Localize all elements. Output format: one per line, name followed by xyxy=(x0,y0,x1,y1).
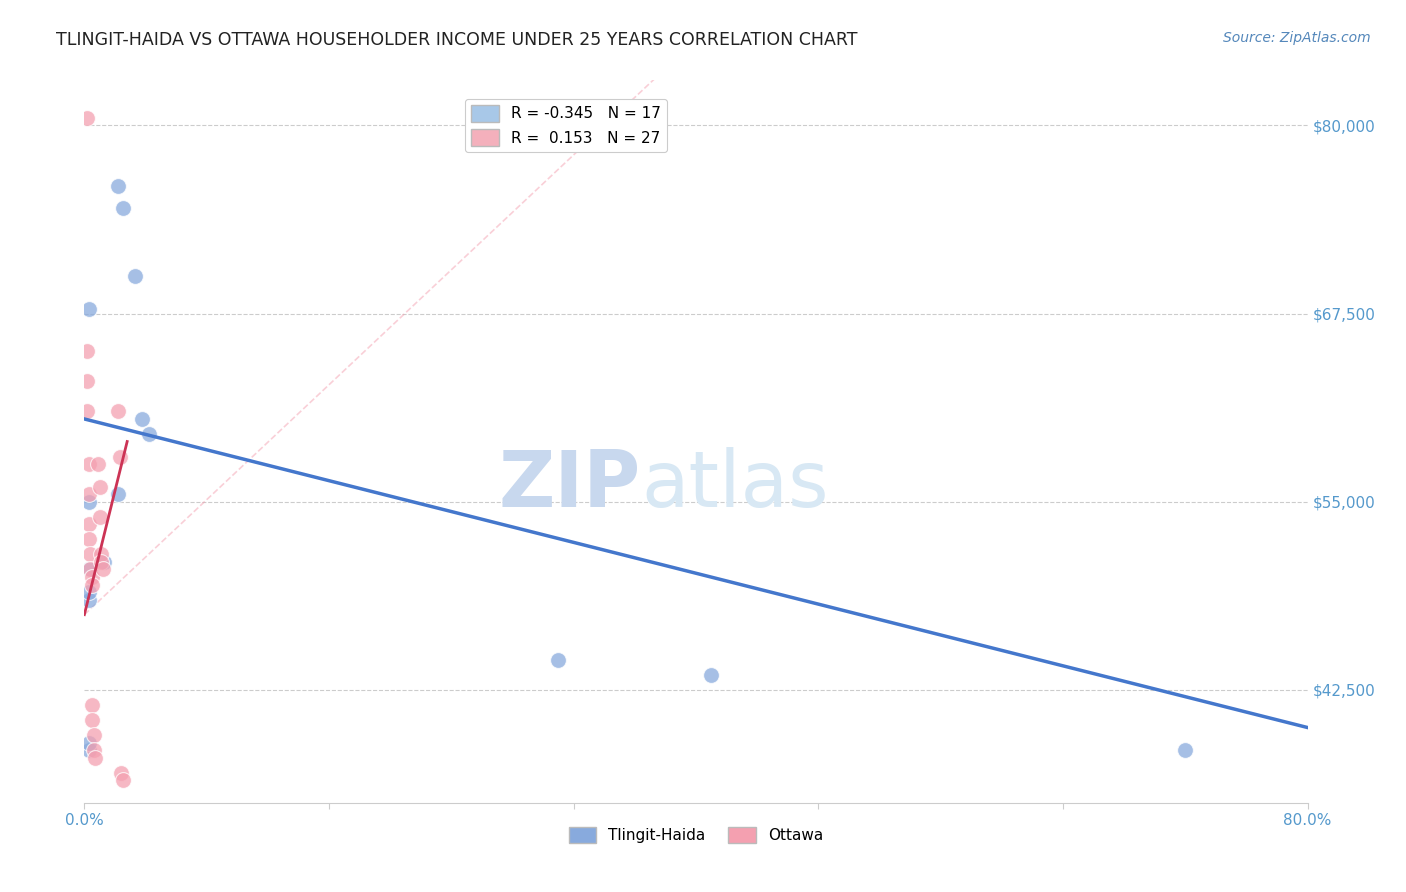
Text: ZIP: ZIP xyxy=(499,447,641,523)
Point xyxy=(83,728,105,742)
Point xyxy=(80,570,103,584)
Point xyxy=(79,562,101,576)
Point xyxy=(111,773,134,788)
Point xyxy=(77,743,100,757)
Point xyxy=(77,533,100,547)
Point xyxy=(1174,743,1197,757)
Text: atlas: atlas xyxy=(641,447,828,523)
Point xyxy=(89,480,111,494)
Point xyxy=(108,450,131,464)
Point xyxy=(77,457,100,471)
Point xyxy=(76,404,98,418)
Point xyxy=(77,736,100,750)
Point xyxy=(107,178,129,193)
Point xyxy=(80,713,103,727)
Point xyxy=(93,555,115,569)
Point xyxy=(77,585,100,599)
Point xyxy=(80,577,103,591)
Point xyxy=(131,412,153,426)
Point xyxy=(547,653,569,667)
Text: TLINGIT-HAIDA VS OTTAWA HOUSEHOLDER INCOME UNDER 25 YEARS CORRELATION CHART: TLINGIT-HAIDA VS OTTAWA HOUSEHOLDER INCO… xyxy=(56,31,858,49)
Text: Source: ZipAtlas.com: Source: ZipAtlas.com xyxy=(1223,31,1371,45)
Point xyxy=(87,457,110,471)
Legend: Tlingit-Haida, Ottawa: Tlingit-Haida, Ottawa xyxy=(562,821,830,849)
Point xyxy=(107,487,129,501)
Point xyxy=(700,668,723,682)
Point xyxy=(138,427,160,442)
Point xyxy=(111,201,134,215)
Point xyxy=(76,344,98,359)
Point xyxy=(89,509,111,524)
Point xyxy=(77,562,100,576)
Point xyxy=(91,562,114,576)
Point xyxy=(107,404,129,418)
Point xyxy=(77,517,100,532)
Point xyxy=(124,268,146,283)
Point xyxy=(79,548,101,562)
Point xyxy=(77,592,100,607)
Point xyxy=(90,555,112,569)
Point xyxy=(84,750,107,764)
Point xyxy=(76,375,98,389)
Point xyxy=(77,301,100,317)
Point xyxy=(77,494,100,508)
Point xyxy=(90,548,112,562)
Point xyxy=(77,487,100,501)
Point xyxy=(110,765,132,780)
Point xyxy=(76,111,98,125)
Point xyxy=(83,743,105,757)
Point xyxy=(80,698,103,712)
